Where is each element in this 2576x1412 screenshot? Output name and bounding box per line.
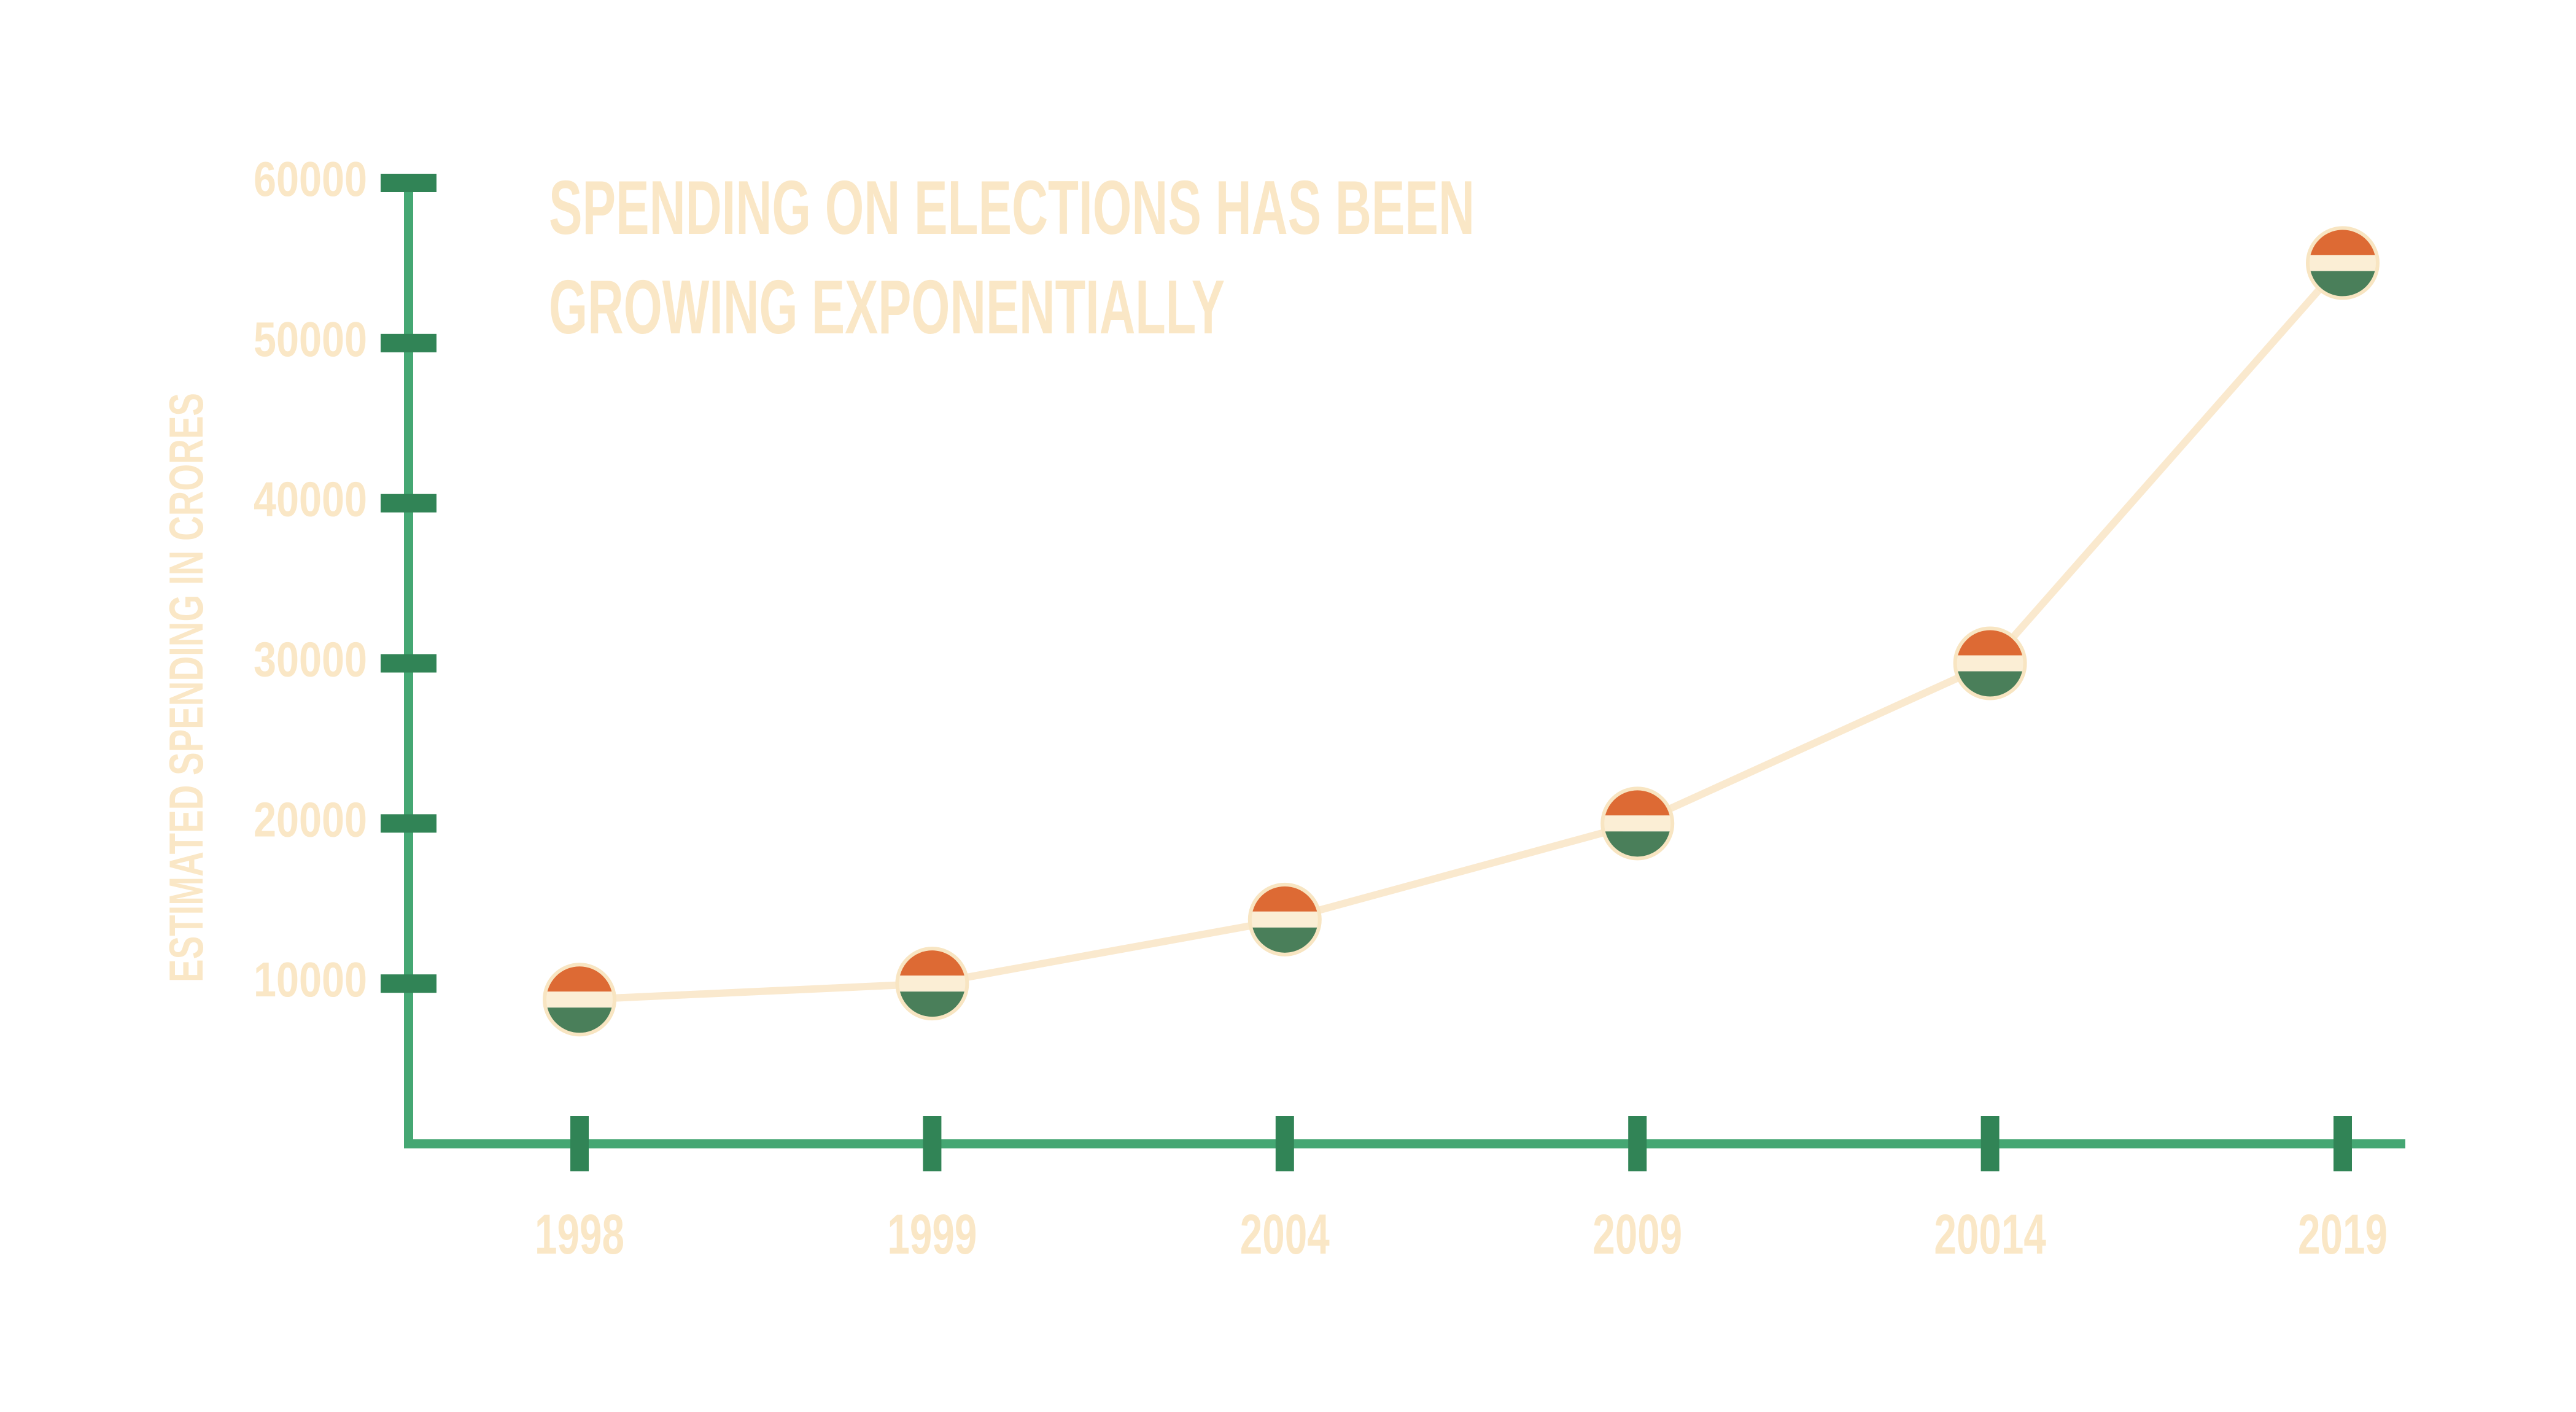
flag-stripe-green [1955, 671, 2025, 699]
y-axis-tick-label: 10000 [254, 952, 367, 1007]
y-axis-tick-label: 50000 [254, 312, 367, 367]
flag-stripe-orange [1249, 884, 1320, 912]
x-axis-ticks: 1998 1999 2004 2009 20014 2019 [535, 1116, 2388, 1266]
x-axis-tick-label: 20014 [1934, 1203, 2046, 1266]
flag-stripe-cream [545, 991, 615, 1008]
x-axis-tick-label: 1998 [535, 1203, 624, 1266]
y-axis-tick-label: 60000 [254, 152, 367, 206]
x-axis-tick-label: 2009 [1593, 1203, 1682, 1266]
data-point-1999 [895, 947, 969, 1021]
x-axis-tick [2334, 1116, 2352, 1171]
flag-stripe-cream [2308, 255, 2378, 271]
y-axis-tick [381, 814, 436, 833]
x-axis-tick-label: 2019 [2298, 1203, 2388, 1266]
y-axis: 10000 20000 30000 40000 50000 60000 [254, 152, 436, 1148]
x-axis-tick [1628, 1116, 1647, 1171]
y-axis-ticks: 10000 20000 30000 40000 50000 60000 [254, 152, 436, 1007]
flag-stripe-green [897, 991, 968, 1019]
flag-circle-ring [895, 947, 969, 1021]
x-axis-tick-label: 1999 [887, 1203, 977, 1266]
data-point-1998 [543, 963, 616, 1037]
flag-stripe-cream [1249, 911, 1320, 928]
x-axis: 1998 1999 2004 2009 20014 2019 [404, 1116, 2405, 1266]
y-axis-title: ESTIMATED SPENDING IN CRORES [159, 393, 213, 982]
flag-stripe-cream [1602, 815, 1673, 832]
y-axis-tick [381, 174, 436, 192]
chart-title-line2: GROWING EXPONENTIALLY [549, 265, 1225, 350]
flag-circle-ring [543, 963, 616, 1037]
y-axis-tick [381, 974, 436, 993]
flag-stripe-orange [897, 948, 968, 976]
flag-stripe-green [1602, 831, 1673, 859]
data-point-2009 [1600, 786, 1675, 861]
flag-circle-ring [1953, 626, 2027, 700]
x-axis-tick [570, 1116, 589, 1171]
flag-stripe-orange [2308, 228, 2378, 255]
flag-stripe-cream [897, 976, 968, 992]
chart-title-line1: SPENDING ON ELECTIONS HAS BEEN [549, 166, 1475, 250]
x-axis-tick [1275, 1116, 1294, 1171]
series-line [576, 259, 2346, 1004]
x-axis-line [404, 1139, 2405, 1149]
y-axis-tick-label: 20000 [254, 792, 367, 847]
data-point-2019 [2306, 226, 2380, 300]
flag-stripe-green [1249, 927, 1320, 955]
x-axis-tick-label: 2004 [1240, 1203, 1330, 1266]
flag-circle-ring [1600, 786, 1675, 861]
flag-circle-ring [1247, 882, 1322, 956]
data-point-20014 [1953, 626, 2027, 700]
x-axis-tick [923, 1116, 942, 1171]
x-axis-tick [1980, 1116, 2000, 1171]
y-axis-tick [381, 333, 436, 352]
flag-stripe-orange [1602, 788, 1673, 816]
y-axis-tick [381, 494, 436, 513]
flag-stripe-cream [1955, 655, 2025, 672]
flag-stripe-green [545, 1007, 615, 1035]
y-axis-tick-label: 30000 [254, 632, 367, 687]
flag-stripe-orange [545, 964, 615, 992]
data-point-2004 [1247, 882, 1322, 956]
series-line-layer [576, 259, 2346, 1004]
y-axis-tick-label: 40000 [254, 472, 367, 527]
y-axis-tick [381, 654, 436, 673]
flag-circle-ring [2306, 226, 2380, 300]
